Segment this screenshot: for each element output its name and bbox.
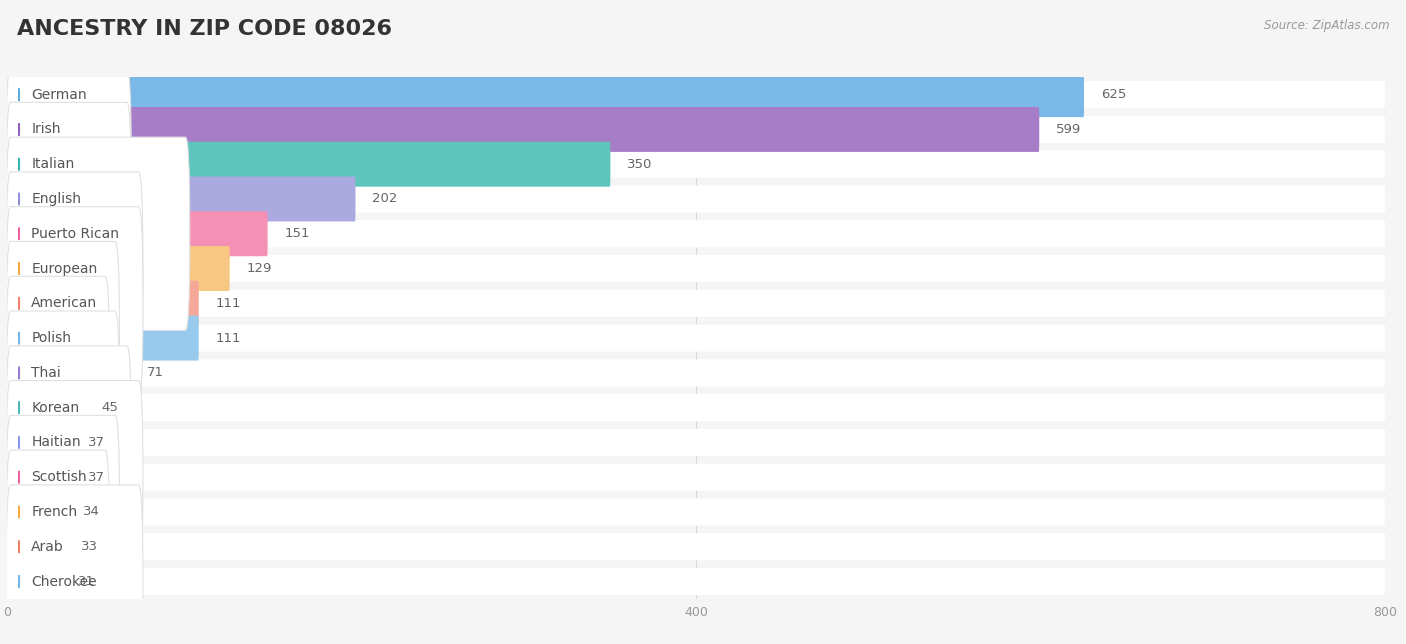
Text: 33: 33 (82, 540, 98, 553)
Text: Korean: Korean (31, 401, 79, 415)
Text: 151: 151 (284, 227, 309, 240)
FancyBboxPatch shape (7, 568, 1385, 595)
Text: Arab: Arab (31, 540, 63, 554)
FancyBboxPatch shape (7, 325, 1385, 352)
FancyBboxPatch shape (7, 220, 1385, 247)
FancyBboxPatch shape (7, 489, 66, 535)
Text: 599: 599 (1056, 123, 1081, 136)
Text: 31: 31 (77, 575, 94, 588)
Text: 111: 111 (215, 332, 240, 345)
FancyBboxPatch shape (7, 385, 84, 430)
Text: Source: ZipAtlas.com: Source: ZipAtlas.com (1264, 19, 1389, 32)
FancyBboxPatch shape (6, 33, 110, 226)
Text: Thai: Thai (31, 366, 60, 380)
Text: 71: 71 (146, 366, 163, 379)
FancyBboxPatch shape (7, 142, 610, 187)
FancyBboxPatch shape (6, 242, 120, 435)
FancyBboxPatch shape (7, 107, 1039, 152)
Text: 37: 37 (89, 436, 105, 449)
Text: 350: 350 (627, 158, 652, 171)
Text: European: European (31, 261, 97, 276)
FancyBboxPatch shape (7, 429, 1385, 456)
Text: Puerto Rican: Puerto Rican (31, 227, 120, 241)
FancyBboxPatch shape (7, 81, 1385, 108)
FancyBboxPatch shape (7, 151, 1385, 178)
Text: 202: 202 (373, 193, 398, 205)
FancyBboxPatch shape (6, 485, 143, 644)
FancyBboxPatch shape (7, 176, 356, 222)
FancyBboxPatch shape (6, 0, 120, 191)
FancyBboxPatch shape (6, 172, 143, 365)
FancyBboxPatch shape (7, 116, 1385, 143)
FancyBboxPatch shape (7, 72, 1084, 117)
FancyBboxPatch shape (6, 137, 190, 330)
FancyBboxPatch shape (6, 415, 120, 609)
FancyBboxPatch shape (7, 359, 1385, 386)
Text: German: German (31, 88, 87, 102)
FancyBboxPatch shape (6, 311, 120, 504)
FancyBboxPatch shape (7, 246, 229, 291)
FancyBboxPatch shape (7, 350, 129, 395)
FancyBboxPatch shape (7, 185, 1385, 213)
FancyBboxPatch shape (7, 281, 198, 326)
FancyBboxPatch shape (7, 524, 65, 569)
FancyBboxPatch shape (6, 68, 131, 261)
FancyBboxPatch shape (7, 290, 1385, 317)
Text: 625: 625 (1101, 88, 1126, 101)
Text: 37: 37 (89, 471, 105, 484)
FancyBboxPatch shape (7, 394, 1385, 421)
FancyBboxPatch shape (6, 276, 110, 469)
FancyBboxPatch shape (7, 211, 267, 256)
Text: American: American (31, 296, 97, 310)
FancyBboxPatch shape (6, 346, 131, 539)
FancyBboxPatch shape (7, 559, 60, 604)
Text: Italian: Italian (31, 157, 75, 171)
Text: 45: 45 (101, 401, 118, 414)
Text: Irish: Irish (31, 122, 60, 137)
FancyBboxPatch shape (6, 102, 131, 296)
Text: Scottish: Scottish (31, 470, 87, 484)
Text: English: English (31, 192, 82, 206)
FancyBboxPatch shape (7, 255, 1385, 282)
FancyBboxPatch shape (6, 207, 143, 400)
FancyBboxPatch shape (7, 533, 1385, 560)
FancyBboxPatch shape (7, 498, 1385, 526)
Text: Polish: Polish (31, 331, 72, 345)
Text: 129: 129 (246, 262, 271, 275)
FancyBboxPatch shape (7, 455, 72, 500)
FancyBboxPatch shape (7, 316, 198, 361)
Text: ANCESTRY IN ZIP CODE 08026: ANCESTRY IN ZIP CODE 08026 (17, 19, 392, 39)
FancyBboxPatch shape (6, 450, 110, 643)
Text: French: French (31, 505, 77, 519)
FancyBboxPatch shape (6, 381, 143, 574)
FancyBboxPatch shape (7, 420, 72, 465)
Text: Haitian: Haitian (31, 435, 80, 450)
FancyBboxPatch shape (7, 464, 1385, 491)
Text: Cherokee: Cherokee (31, 574, 97, 589)
Text: 111: 111 (215, 297, 240, 310)
Text: 34: 34 (83, 506, 100, 518)
